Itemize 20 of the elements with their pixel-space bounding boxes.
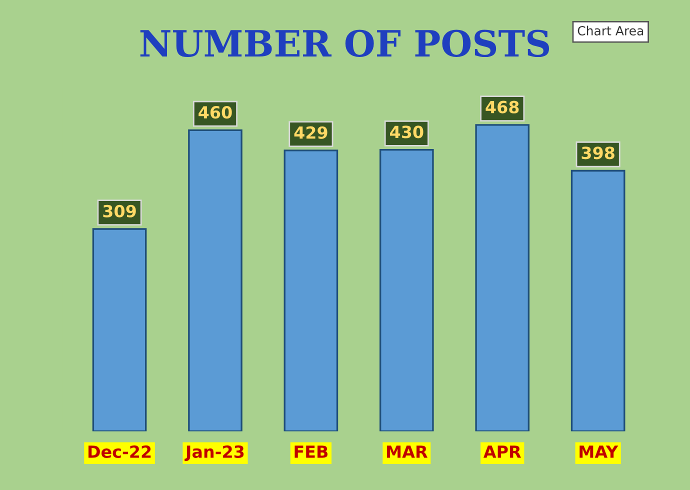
data-label: 460 <box>198 106 232 119</box>
x-tick-label: Jan-23 <box>184 445 244 462</box>
x-tick-label: MAR <box>387 446 428 458</box>
x-tick-label: MAY <box>580 446 618 458</box>
x-tick-label: APR <box>483 446 522 458</box>
x-tick-label: Dec-22 <box>88 445 151 458</box>
bar <box>188 129 242 432</box>
text: Chart Area <box>578 26 644 36</box>
bar <box>284 150 338 432</box>
data-label: 468 <box>486 100 519 114</box>
x-tick-label: FEB <box>294 446 328 458</box>
data-label: 429 <box>294 126 328 139</box>
data-label: 398 <box>582 146 614 160</box>
bar <box>570 170 626 432</box>
chart-title: NUMBER OF POSTS <box>140 30 550 58</box>
bar <box>92 228 147 432</box>
data-label: 309 <box>103 204 136 218</box>
bar <box>380 148 434 432</box>
bar <box>475 124 530 432</box>
data-label: 430 <box>390 126 424 138</box>
